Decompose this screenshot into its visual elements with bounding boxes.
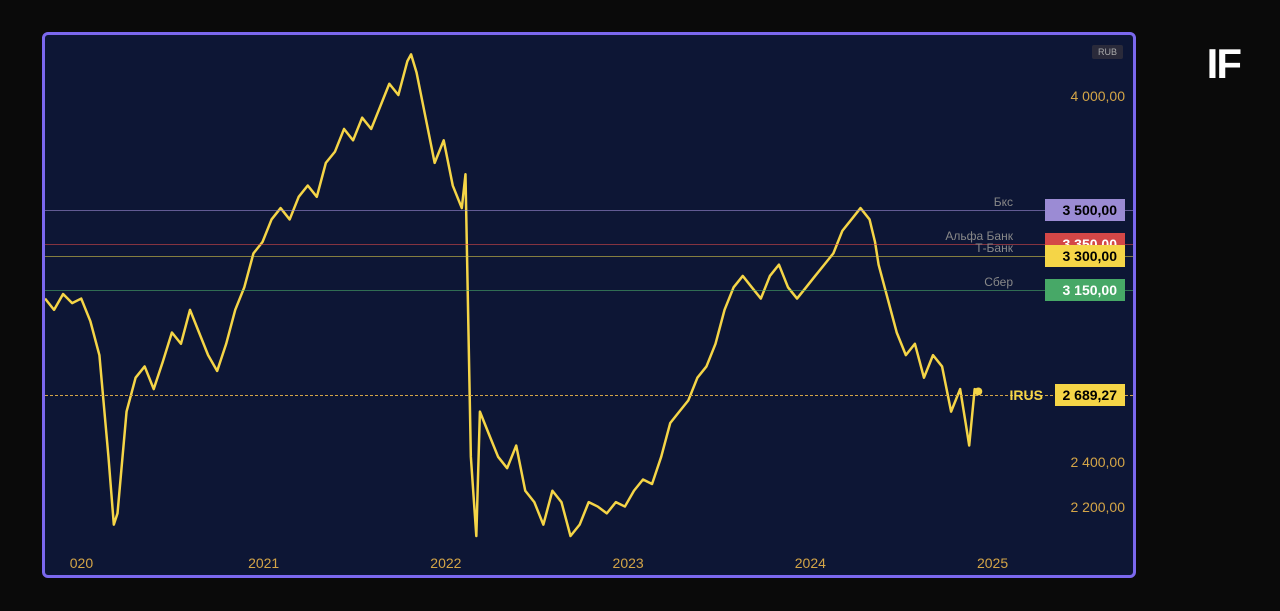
x-axis-tick: 2023 — [613, 555, 644, 571]
x-axis-tick: 2022 — [430, 555, 461, 571]
chart-overlay: 4 000,00 2 400,00 2 200,00 020 2021 2022 2023 2… — [45, 35, 1133, 575]
y-axis-tick: 4 000,00 — [1071, 88, 1126, 104]
current-price-line — [45, 395, 1133, 396]
target-badge: 3 300,00 — [1045, 245, 1125, 267]
x-axis-tick: 2024 — [795, 555, 826, 571]
target-label: Бкс — [994, 195, 1013, 209]
target-label: Сбер — [984, 275, 1013, 289]
target-badge: 3 500,00 — [1045, 199, 1125, 221]
x-axis-tick: 020 — [70, 555, 93, 571]
target-line — [45, 256, 1133, 257]
target-line — [45, 210, 1133, 211]
target-badge: 3 150,00 — [1045, 279, 1125, 301]
logo: IF — [1207, 40, 1240, 88]
y-axis-tick: 2 400,00 — [1071, 454, 1126, 470]
x-axis-tick: 2025 — [977, 555, 1008, 571]
current-ticker: IRUS — [1010, 387, 1043, 403]
target-label: Т-Банк — [975, 241, 1013, 255]
x-axis-tick: 2021 — [248, 555, 279, 571]
target-line — [45, 290, 1133, 291]
current-price-badge: 2 689,27 — [1055, 384, 1126, 406]
target-line — [45, 244, 1133, 245]
chart-container[interactable]: RUB 4 000,002 400,002 200,00020202120222… — [42, 32, 1136, 578]
y-axis-tick: 2 200,00 — [1071, 499, 1126, 515]
